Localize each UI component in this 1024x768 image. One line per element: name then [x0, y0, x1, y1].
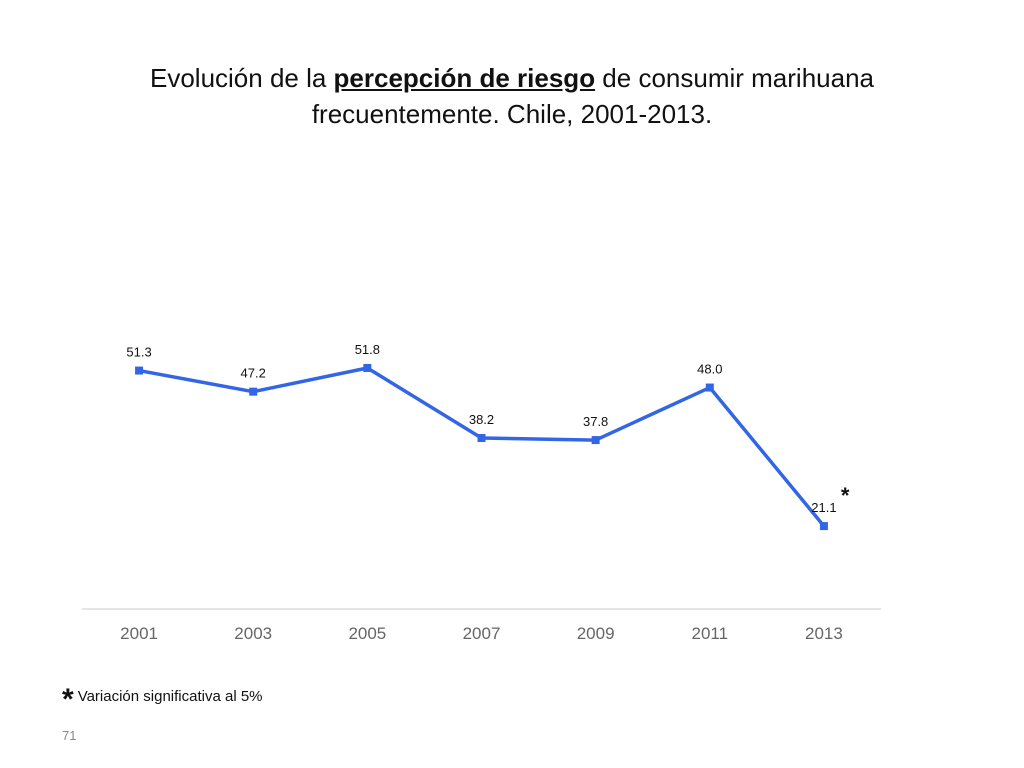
- x-tick-label: 2007: [463, 624, 501, 643]
- x-tick-label: 2003: [234, 624, 272, 643]
- slide-number: 71: [62, 728, 77, 743]
- data-label: 51.8: [355, 342, 380, 357]
- data-label: 48.0: [697, 362, 722, 377]
- title-line-2: frecuentemente. Chile, 2001-2013.: [311, 99, 713, 129]
- title-part2: de consumir marihuana: [595, 63, 874, 93]
- data-point: [591, 436, 600, 445]
- title-part1: Evolución de la: [149, 63, 334, 93]
- x-tick-label: 2009: [577, 624, 615, 643]
- data-label: 21.1: [811, 500, 836, 515]
- title-line-1: Evolución de la percepción de riesgo de …: [112, 60, 912, 96]
- footnote: * Variación significativa al 5%: [62, 683, 263, 717]
- x-tick-label: 2001: [120, 624, 158, 643]
- data-label: 51.3: [126, 345, 151, 360]
- data-point: [363, 363, 372, 372]
- data-label: 37.8: [583, 414, 608, 429]
- x-tick-label: 2011: [692, 624, 729, 643]
- footnote-symbol: *: [62, 683, 74, 716]
- series-line: [138, 366, 826, 528]
- x-tick-label: 2013: [805, 624, 843, 643]
- data-label: 47.2: [241, 366, 266, 381]
- data-point: [477, 434, 486, 443]
- chart-title: Evolución de la percepción de riesgo de …: [112, 60, 912, 132]
- data-label: 38.2: [469, 412, 494, 427]
- data-point: [135, 366, 144, 375]
- data-point: [819, 522, 828, 531]
- data-point: [249, 387, 258, 396]
- significance-marker: *: [841, 483, 850, 508]
- title-highlight: percepción de riesgo: [333, 63, 596, 93]
- data-point: [705, 383, 714, 392]
- footnote-text: Variación significativa al 5%: [77, 688, 263, 705]
- x-tick-label: 2005: [348, 624, 386, 643]
